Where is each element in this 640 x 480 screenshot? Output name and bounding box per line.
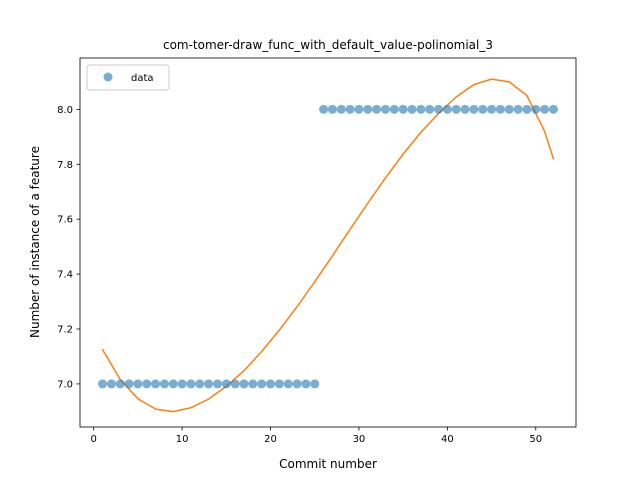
data-point bbox=[416, 104, 426, 114]
data-point bbox=[204, 379, 214, 389]
data-point bbox=[106, 379, 116, 389]
data-point bbox=[540, 104, 550, 114]
data-point bbox=[195, 379, 205, 389]
data-point bbox=[389, 104, 399, 114]
data-point bbox=[327, 104, 337, 114]
y-tick-label: 7.2 bbox=[57, 324, 73, 335]
data-point bbox=[177, 379, 187, 389]
x-axis-ticks: 0 10 20 30 40 50 bbox=[91, 427, 542, 445]
data-point bbox=[434, 104, 444, 114]
y-tick-label: 8.0 bbox=[57, 105, 73, 116]
data-point bbox=[380, 104, 390, 114]
x-tick-label: 0 bbox=[91, 434, 97, 445]
data-point bbox=[239, 379, 249, 389]
data-point bbox=[531, 104, 541, 114]
data-point bbox=[513, 104, 523, 114]
plot-frame bbox=[79, 57, 577, 428]
fit-line-layer bbox=[101, 78, 555, 413]
legend-box bbox=[86, 64, 170, 91]
data-point bbox=[363, 104, 373, 114]
legend: data bbox=[86, 64, 170, 91]
data-point bbox=[292, 379, 302, 389]
data-point bbox=[257, 379, 267, 389]
x-tick-label: 50 bbox=[529, 434, 542, 445]
x-tick-label: 10 bbox=[176, 434, 189, 445]
data-point bbox=[478, 104, 488, 114]
x-tick-label: 20 bbox=[264, 434, 277, 445]
data-point bbox=[266, 379, 276, 389]
data-point bbox=[133, 379, 143, 389]
data-point bbox=[159, 379, 169, 389]
data-point bbox=[115, 379, 125, 389]
data-point bbox=[212, 379, 222, 389]
legend-marker-data bbox=[103, 72, 113, 82]
data-point bbox=[460, 104, 470, 114]
data-point bbox=[98, 379, 108, 389]
data-point bbox=[151, 379, 161, 389]
legend-label-data: data bbox=[131, 73, 154, 84]
polynomial-fit-line bbox=[101, 78, 555, 413]
data-point bbox=[230, 379, 240, 389]
x-tick-label: 40 bbox=[441, 434, 454, 445]
x-tick-label: 30 bbox=[353, 434, 366, 445]
data-point bbox=[372, 104, 382, 114]
data-point bbox=[442, 104, 452, 114]
data-point bbox=[124, 379, 134, 389]
y-tick-label: 7.0 bbox=[57, 379, 73, 390]
data-point bbox=[425, 104, 435, 114]
data-point bbox=[469, 104, 479, 114]
axes bbox=[79, 57, 577, 428]
data-point bbox=[398, 104, 408, 114]
data-point bbox=[274, 379, 284, 389]
data-point bbox=[319, 104, 329, 114]
y-axis-label: Number of instance of a feature bbox=[28, 146, 42, 338]
data-point bbox=[168, 379, 178, 389]
data-point bbox=[522, 104, 532, 114]
data-point bbox=[221, 379, 231, 389]
y-tick-label: 7.6 bbox=[57, 215, 73, 226]
data-point bbox=[283, 379, 293, 389]
data-point bbox=[495, 104, 505, 114]
data-point bbox=[310, 379, 320, 389]
data-point bbox=[186, 379, 196, 389]
y-tick-label: 7.8 bbox=[57, 160, 73, 171]
data-point bbox=[301, 379, 311, 389]
data-point bbox=[345, 104, 355, 114]
y-axis-ticks: 7.0 7.2 7.4 7.6 7.8 8.0 bbox=[57, 105, 80, 390]
y-tick-label: 7.4 bbox=[57, 270, 73, 281]
data-point bbox=[407, 104, 417, 114]
data-point bbox=[336, 104, 346, 114]
data-point bbox=[451, 104, 461, 114]
x-axis-label: Commit number bbox=[279, 457, 377, 471]
data-point bbox=[248, 379, 258, 389]
data-point bbox=[487, 104, 497, 114]
data-point bbox=[354, 104, 364, 114]
data-point bbox=[548, 104, 558, 114]
data-point bbox=[142, 379, 152, 389]
chart-title: com-tomer-draw_func_with_default_value-p… bbox=[163, 38, 493, 52]
plot-area bbox=[80, 58, 576, 427]
data-points-layer bbox=[98, 104, 558, 389]
data-point bbox=[504, 104, 514, 114]
